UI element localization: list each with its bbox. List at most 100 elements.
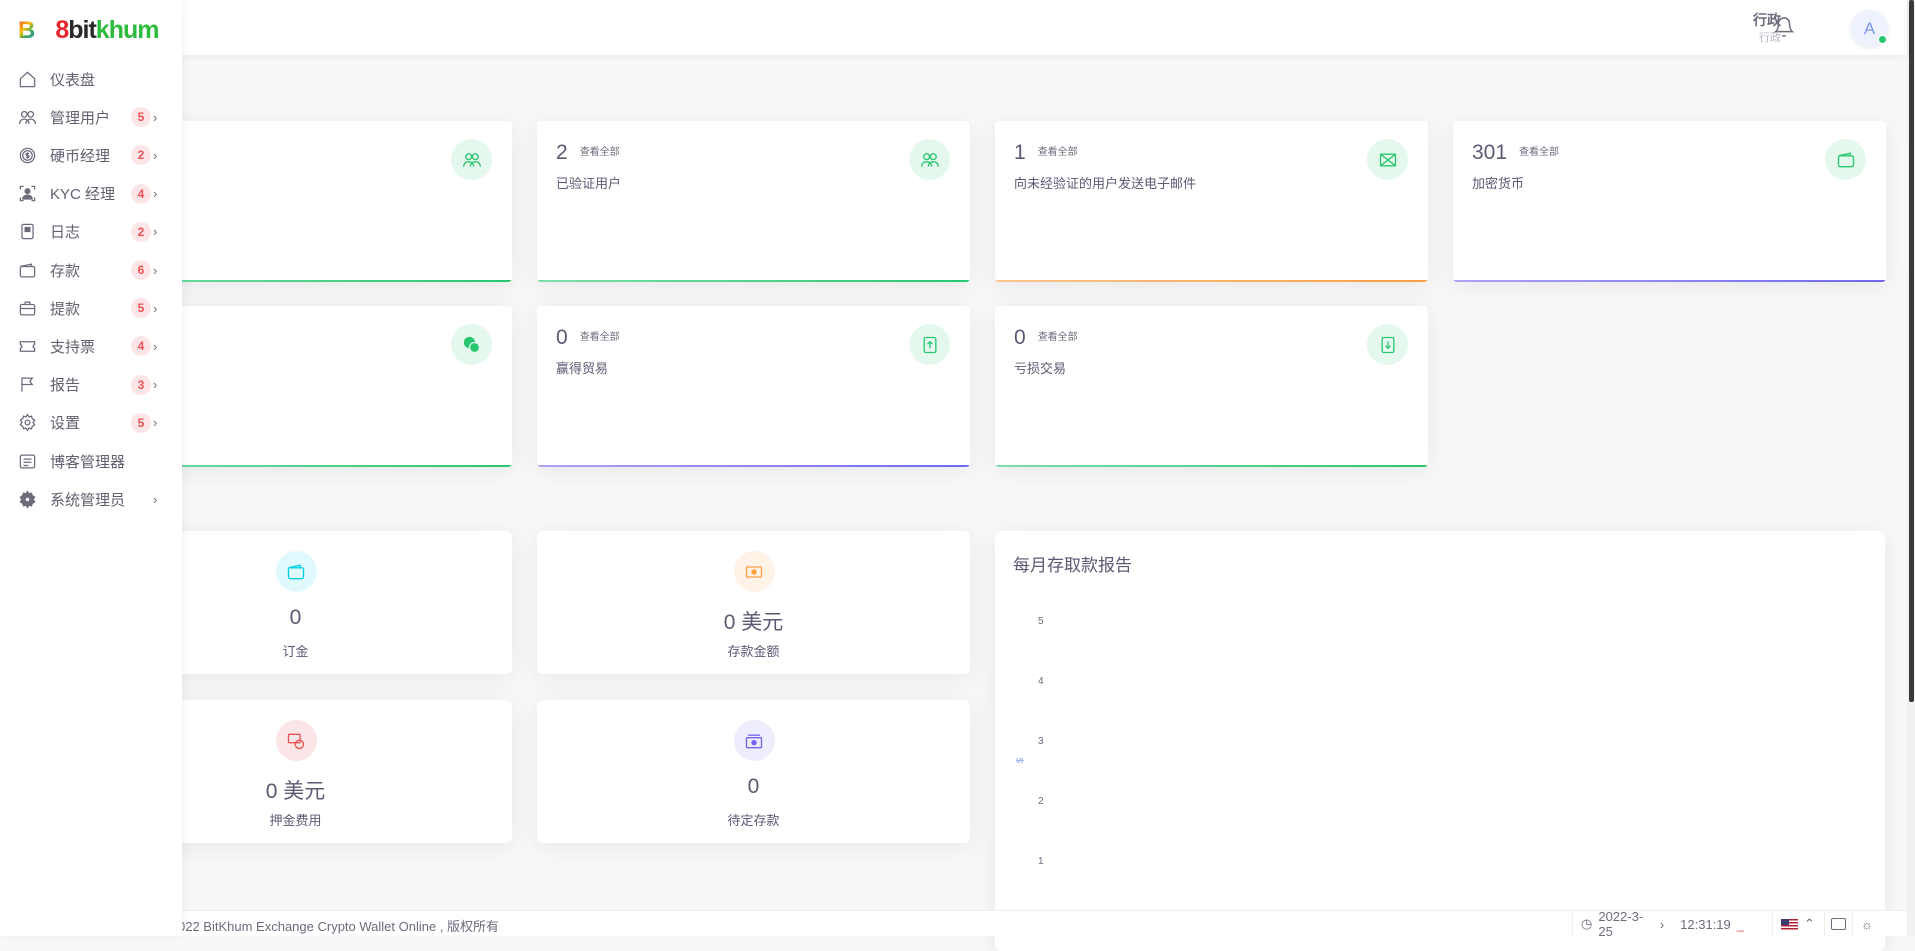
sidebar-item-6[interactable]: 存款 6 ›	[0, 252, 182, 288]
stat-label: 向未经验证的用户发送电子邮件	[1014, 176, 1197, 191]
sidebar-item-label: 存款	[50, 262, 81, 280]
count-badge: 5	[131, 298, 151, 319]
stat-label: 赢得贸易	[556, 361, 609, 376]
sidebar-item-9[interactable]: 报告 3 ›	[0, 367, 182, 403]
card-accent-bar	[1453, 280, 1886, 282]
us-flag-icon	[1781, 918, 1798, 930]
view-all-link[interactable]: 查看全部	[1519, 147, 1560, 158]
y-axis-label: $	[1015, 758, 1025, 763]
stat-card: 2 查看全部 已验证用户	[537, 121, 970, 282]
chart-title: 每月存取款报告	[1013, 556, 1132, 575]
view-all-link[interactable]: 查看全部	[1037, 332, 1078, 343]
cash-icon	[745, 565, 763, 578]
theme-toggle[interactable]: ☼	[1852, 911, 1882, 937]
stat-value-row: 301 查看全部	[1472, 141, 1559, 165]
view-all-link[interactable]: 查看全部	[579, 147, 620, 158]
cash-stack-icon	[745, 734, 763, 748]
fullscreen-icon	[1831, 918, 1846, 930]
sidebar-item-7[interactable]: 提款 5 ›	[0, 290, 182, 326]
sidebar-item-2[interactable]: 管理用户 5 ›	[0, 99, 182, 135]
fullscreen-button[interactable]	[1824, 911, 1852, 937]
summary-icon-circle	[275, 720, 317, 761]
footer: 022 BitKhum Exchange Crypto Wallet Onlin…	[0, 909, 1907, 939]
nav-icon	[17, 260, 37, 280]
y-tick-label: 5	[1038, 616, 1044, 627]
sun-icon: ☼	[1861, 916, 1873, 932]
nav-icon	[17, 107, 37, 127]
summary-card: 0 美元 存款金额	[537, 531, 970, 674]
stat-value: 0	[556, 326, 568, 349]
nav-icon	[17, 413, 37, 433]
sidebar-item-label: 提款	[50, 300, 81, 318]
stat-card: 0 查看全部 亏损交易	[995, 306, 1428, 467]
chevron-right-icon: ›	[153, 224, 158, 240]
coins-icon	[463, 336, 480, 353]
wallet-icon	[1837, 152, 1854, 167]
y-tick-label: 4	[1038, 676, 1044, 687]
sidebar-item-label: 博客管理器	[50, 453, 126, 471]
summary-value: 0 美元	[265, 780, 326, 803]
logo-mark: B	[18, 16, 36, 44]
nav-icon	[17, 145, 37, 165]
trade-up-icon	[923, 336, 936, 353]
stat-value: 1	[1014, 141, 1026, 164]
briefcase-icon	[19, 301, 35, 316]
sidebar-item-5[interactable]: 日志 2 ›	[0, 214, 182, 250]
sidebar-item-12[interactable]: 系统管理员 ›	[0, 481, 182, 517]
user-name[interactable]: 行政	[1753, 12, 1781, 28]
sidebar-item-1[interactable]: 仪表盘	[0, 61, 182, 97]
users-outline-icon	[462, 152, 481, 167]
logo[interactable]: B 8bitkhum	[18, 16, 159, 45]
chevron-right-icon: ›	[153, 338, 158, 354]
stat-card: 301 查看全部 加密货币	[1453, 121, 1886, 282]
flag-icon	[20, 377, 34, 392]
scrollbar-thumb[interactable]	[1909, 0, 1914, 702]
footer-date: 2022-3-25	[1598, 909, 1644, 939]
gear-icon	[18, 413, 36, 432]
stat-icon-circle	[451, 139, 492, 180]
wallet-icon	[287, 564, 305, 579]
stat-icon-circle	[1367, 139, 1408, 180]
chart-card: 每月存取款报告 5 4 3 2 1 $	[995, 531, 1885, 951]
bell-icon[interactable]	[1773, 15, 1795, 39]
view-all-link[interactable]: 查看全部	[579, 332, 620, 343]
sidebar-item-3[interactable]: 硬币经理 2 ›	[0, 137, 182, 173]
ticket-icon	[19, 341, 35, 352]
language-selector[interactable]: ⌃	[1772, 911, 1824, 937]
stat-value-row: 0 查看全部	[1014, 326, 1078, 350]
summary-card: 0 待定存款	[537, 700, 970, 843]
blog-list-icon	[19, 454, 35, 468]
chevron-right-icon: ›	[153, 300, 158, 316]
count-badge: 5	[131, 107, 151, 128]
summary-label: 待定存款	[727, 813, 780, 828]
stat-icon-circle	[451, 324, 492, 365]
sidebar-item-label: 支持票	[50, 338, 96, 356]
dollar-coin-icon	[19, 147, 35, 164]
sidebar-item-label: 日志	[50, 224, 81, 242]
sidebar-item-label: KYC 经理	[50, 186, 116, 204]
notebook-icon	[20, 224, 34, 240]
count-badge: 4	[131, 336, 151, 357]
home-icon	[19, 71, 35, 87]
wallet-icon	[19, 262, 35, 277]
cash-coin-icon	[287, 733, 305, 749]
chevron-up-icon: ⌃	[1804, 916, 1815, 931]
summary-icon-circle	[733, 720, 775, 761]
footer-time: 12:31:19	[1680, 916, 1731, 932]
summary-label: 押金费用	[269, 813, 322, 828]
y-tick-label: 3	[1038, 736, 1044, 747]
count-badge: 3	[131, 374, 151, 395]
stat-icon-circle	[909, 324, 950, 365]
summary-label: 存款金额	[727, 644, 780, 659]
stat-label: 已验证用户	[556, 176, 622, 191]
stat-card: 1 查看全部 向未经验证的用户发送电子邮件	[995, 121, 1428, 282]
sidebar-item-10[interactable]: 设置 5 ›	[0, 405, 182, 441]
copyright-text: 022 BitKhum Exchange Crypto Wallet Onlin…	[178, 919, 500, 934]
nav-icon	[17, 336, 37, 356]
chevron-right-icon: ›	[153, 415, 158, 431]
sidebar-item-4[interactable]: KYC 经理 4 ›	[0, 176, 182, 212]
view-all-link[interactable]: 查看全部	[1037, 147, 1078, 158]
nav-icon	[17, 184, 37, 204]
sidebar-item-11[interactable]: 博客管理器	[0, 443, 182, 479]
sidebar-item-8[interactable]: 支持票 4 ›	[0, 328, 182, 364]
